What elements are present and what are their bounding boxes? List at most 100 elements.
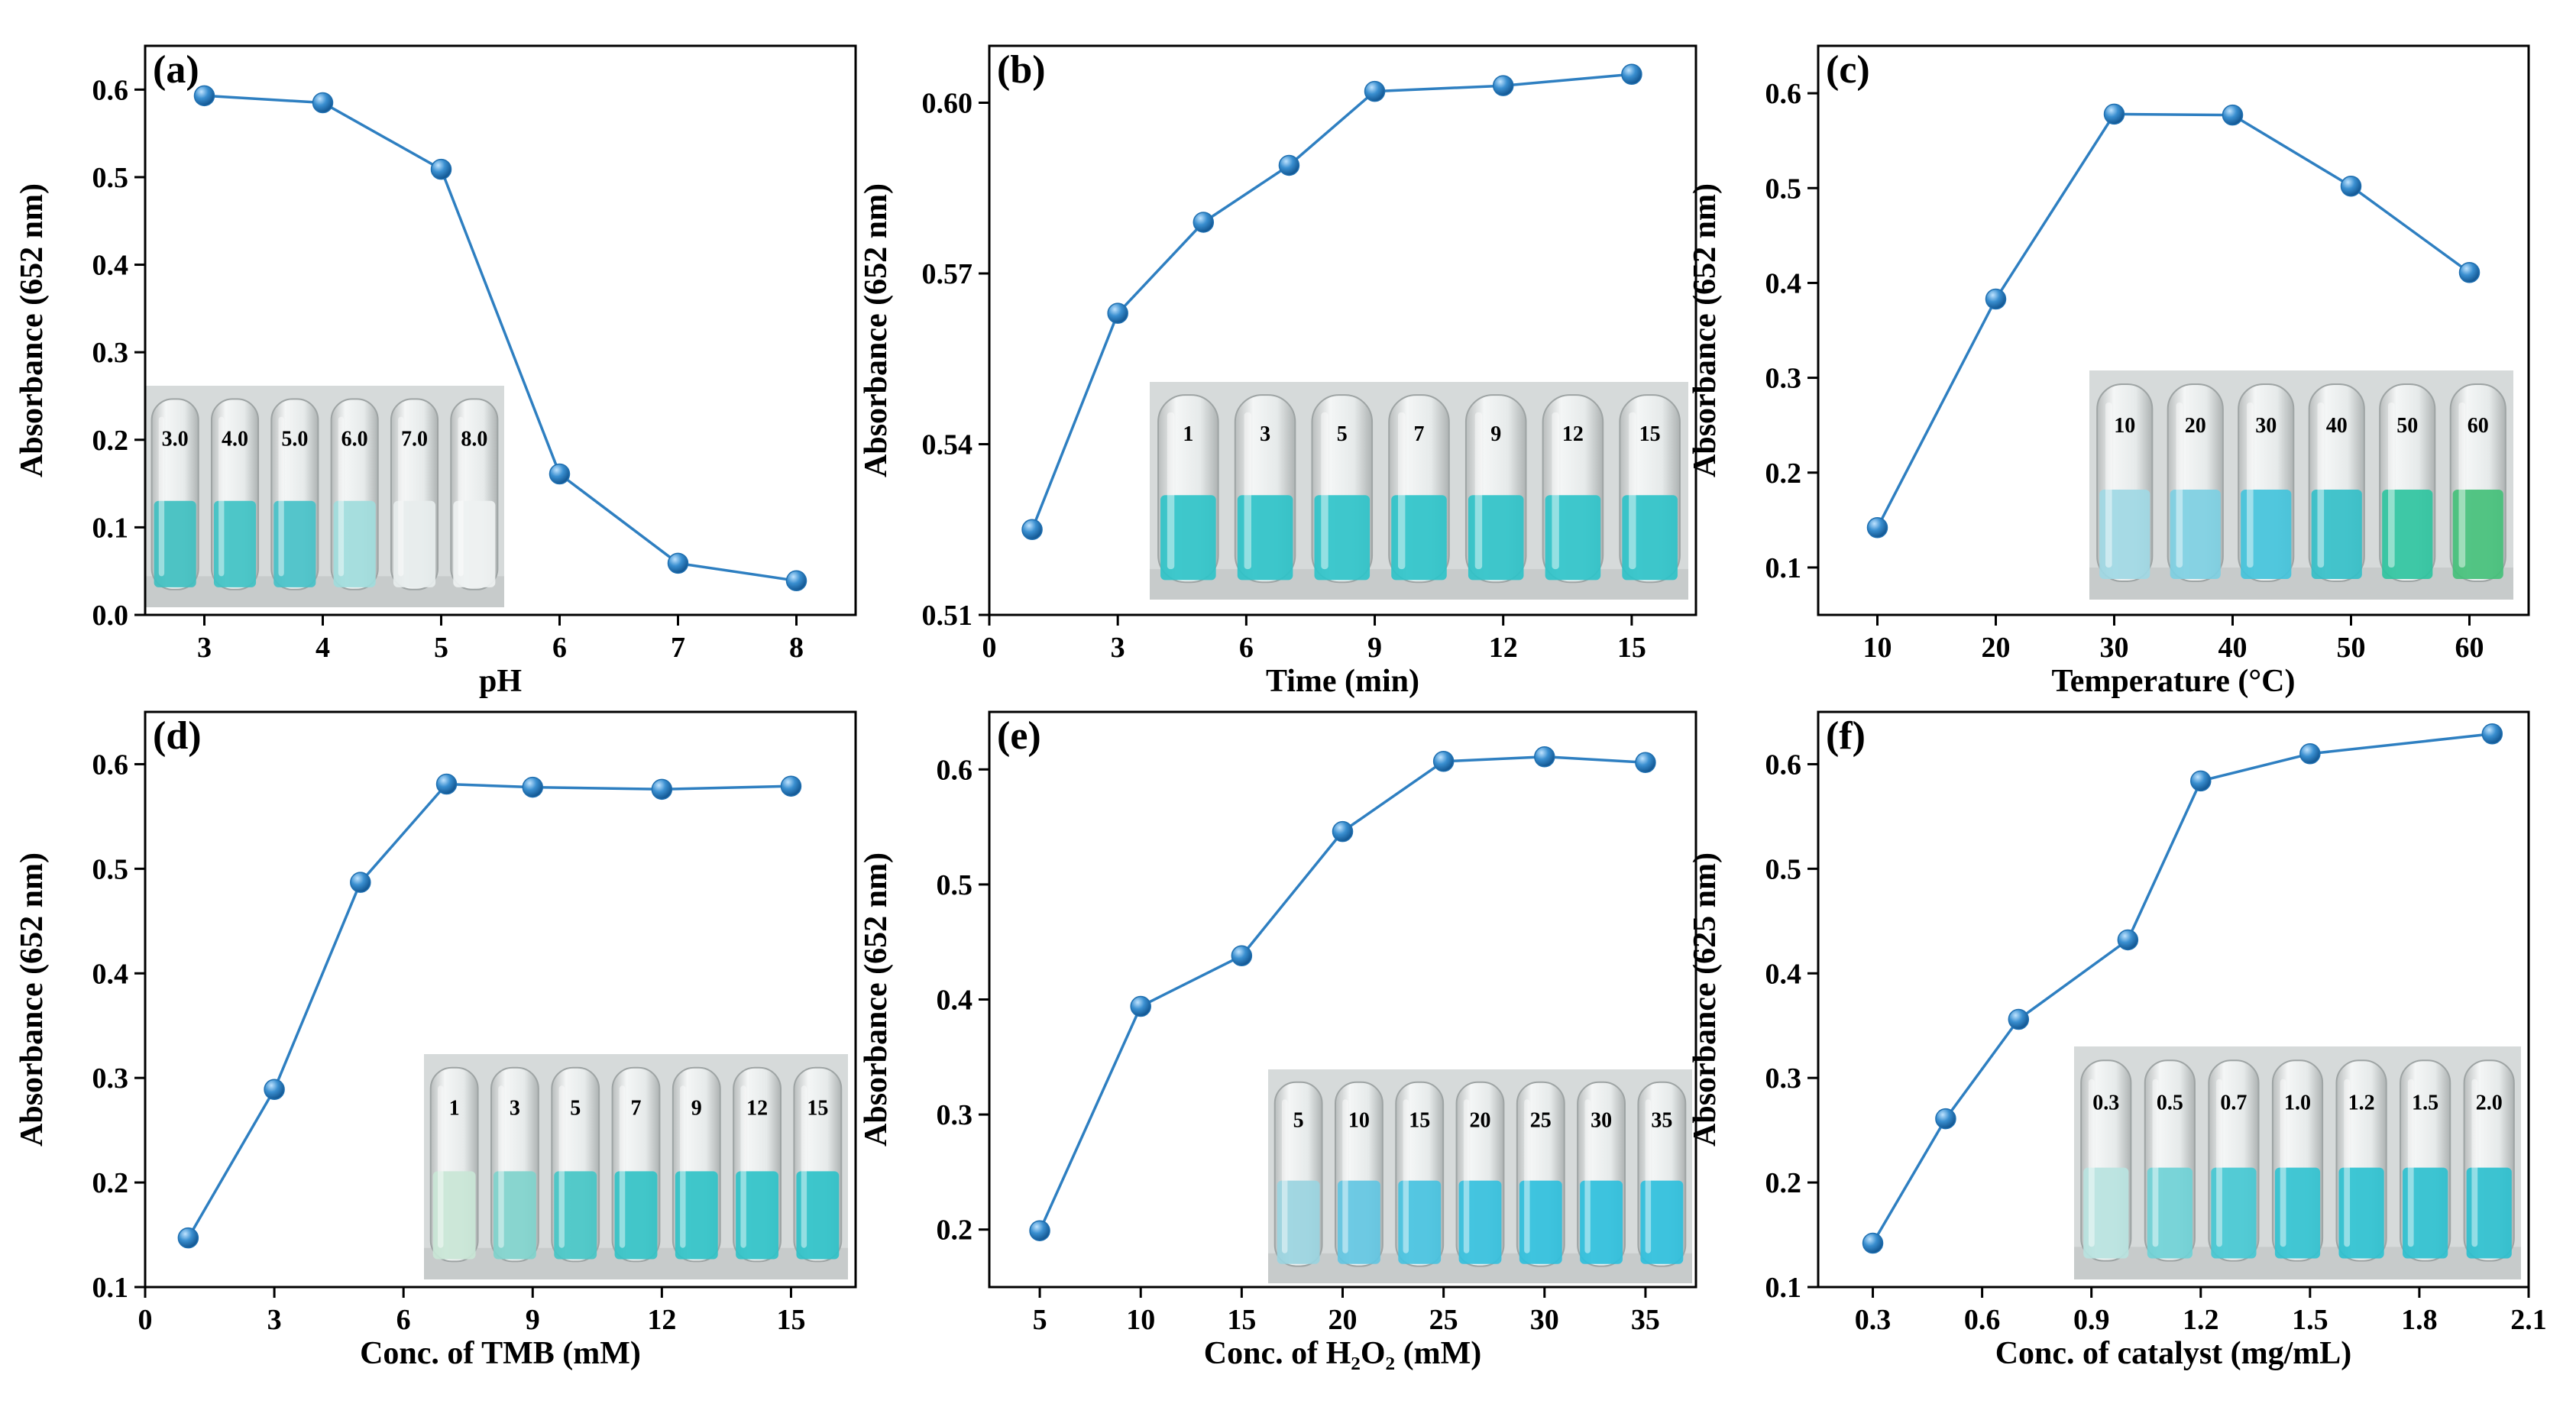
vial-liquid <box>675 1171 718 1260</box>
vial-label: 9 <box>691 1097 702 1121</box>
inset-photo: 5 10 15 20 25 30 35 <box>1268 1069 1692 1283</box>
x-tick-label: 0.3 <box>1855 1304 1892 1336</box>
y-tick-label: 0.3 <box>1765 1063 1802 1095</box>
data-point <box>549 463 571 485</box>
vial-highlight <box>1281 1099 1288 1253</box>
vial-highlight <box>1552 412 1559 570</box>
y-tick-label: 0.6 <box>937 754 973 786</box>
vial-label: 12 <box>746 1097 768 1121</box>
data-point <box>177 1227 199 1249</box>
x-tick-label: 10 <box>1126 1304 1155 1336</box>
vial-highlight <box>2471 1079 2478 1247</box>
vial: 7 <box>1388 394 1450 584</box>
vial-liquid <box>1391 495 1447 581</box>
vial: 0.7 <box>2208 1059 2260 1262</box>
vial-highlight <box>498 1085 504 1248</box>
x-tick-label: 15 <box>1227 1304 1256 1336</box>
x-tick-label: 20 <box>1328 1304 1358 1336</box>
x-tick-label: 1.2 <box>2183 1304 2219 1336</box>
vial-liquid <box>453 500 496 587</box>
inset-photo: 3.0 4.0 5.0 6.0 7.0 8.0 <box>145 386 504 607</box>
vial: 5.0 <box>270 398 319 590</box>
x-tick-label: 3 <box>197 632 212 664</box>
x-axis-title: Conc. of catalyst (mg/mL) <box>1995 1336 2352 1371</box>
x-tick-label: 5 <box>1033 1304 1047 1336</box>
vial: 60 <box>2449 383 2506 582</box>
x-tick-label: 8 <box>789 632 804 664</box>
y-axis-title: Absorbance (652 nm) <box>859 852 894 1147</box>
y-tick-label: 0.5 <box>92 853 129 885</box>
y-axis-title: Absorbance (652 nm) <box>15 183 50 477</box>
vial: 0.3 <box>2080 1059 2132 1262</box>
vial-highlight <box>338 416 345 577</box>
y-tick-label: 0.6 <box>1765 749 1802 781</box>
vial-label: 30 <box>2255 414 2277 438</box>
data-point <box>350 872 371 893</box>
vial-label: 1.2 <box>2348 1091 2375 1114</box>
vial-label: 30 <box>1591 1109 1612 1133</box>
vial-label: 3.0 <box>162 427 189 451</box>
data-point <box>1862 1232 1884 1254</box>
vial: 20 <box>2167 383 2224 582</box>
inset-background <box>145 386 504 607</box>
vial-highlight <box>1321 412 1328 570</box>
y-tick-label: 0.6 <box>1765 78 1802 110</box>
vial-highlight <box>2152 1079 2159 1247</box>
vial-label: 5 <box>570 1097 581 1121</box>
y-tick-label: 0.3 <box>937 1099 973 1131</box>
y-tick-label: 0.5 <box>1765 173 1802 205</box>
vial-label: 4.0 <box>222 427 248 451</box>
vial-label: 7 <box>1414 422 1425 446</box>
panel-f: 0.3 0.5 0.7 1.0 1.2 1.5 2.0 0.3 0.6 0.9 1.2 1.5 1.8 2… <box>1688 710 2547 1371</box>
data-point <box>1935 1108 1956 1130</box>
y-tick-label: 0.57 <box>922 258 973 290</box>
x-tick-label: 35 <box>1631 1304 1660 1336</box>
vial-highlight <box>2458 403 2466 568</box>
panel-label: (b) <box>997 48 1046 92</box>
vial-liquid <box>1458 1180 1502 1264</box>
vial: 12 <box>1542 394 1604 584</box>
panel-c: 10 20 30 40 50 60 10 20 30 40 50 60 0.1 0.2 0.3 0.4 0.5 0… <box>1688 44 2530 699</box>
x-tick-label: 3 <box>267 1304 282 1336</box>
data-point <box>2299 743 2321 765</box>
x-tick-label: 9 <box>526 1304 540 1336</box>
panel-e: 5 10 15 20 25 30 35 5 10 15 20 25 30 35 0.2 0.3 0.4 0.5 0.… <box>859 710 1697 1371</box>
y-tick-label: 0.2 <box>1765 458 1802 490</box>
vial-label: 0.5 <box>2157 1091 2183 1114</box>
data-point <box>1635 752 1656 774</box>
y-axis-title: Absorbance (652 nm) <box>15 852 50 1147</box>
vial-label: 2.0 <box>2476 1091 2503 1114</box>
x-tick-label: 6 <box>396 1304 411 1336</box>
data-point <box>2481 723 2503 745</box>
vial-highlight <box>2216 1079 2222 1247</box>
x-tick-label: 50 <box>2337 632 2366 664</box>
vial: 9 <box>672 1066 721 1263</box>
vial-liquid <box>2403 1167 2448 1259</box>
vial-liquid <box>1314 495 1371 581</box>
vial-liquid <box>2170 490 2221 579</box>
y-tick-label: 0.3 <box>92 1063 129 1095</box>
vial-liquid <box>554 1171 597 1260</box>
vial-label: 8.0 <box>461 427 487 451</box>
vial-highlight <box>2317 403 2325 568</box>
y-tick-label: 0.2 <box>92 1167 129 1199</box>
x-tick-label: 3 <box>1111 632 1125 664</box>
vial: 10 <box>2096 383 2154 582</box>
x-axis-title: Conc. of H₂O₂ (mM) <box>1204 1336 1481 1371</box>
vial-label: 1.0 <box>2284 1091 2311 1114</box>
y-tick-label: 0.4 <box>1765 958 1802 990</box>
vial-label: 15 <box>1409 1109 1430 1133</box>
x-tick-label: 0 <box>982 632 997 664</box>
panel-label: (f) <box>1826 714 1866 758</box>
plot-frame <box>1817 710 2530 1289</box>
data-point <box>2222 104 2244 126</box>
vial-liquid <box>614 1171 658 1260</box>
plot-frame <box>1817 44 2530 616</box>
vial: 40 <box>2308 383 2365 582</box>
x-tick-label: 0.6 <box>1964 1304 2001 1336</box>
vial: 2.0 <box>2463 1059 2515 1262</box>
y-tick-label: 0.1 <box>1765 1272 1802 1304</box>
data-point <box>2008 1008 2030 1030</box>
y-tick-label: 0.2 <box>1765 1167 1802 1199</box>
vial-label: 50 <box>2396 414 2418 438</box>
